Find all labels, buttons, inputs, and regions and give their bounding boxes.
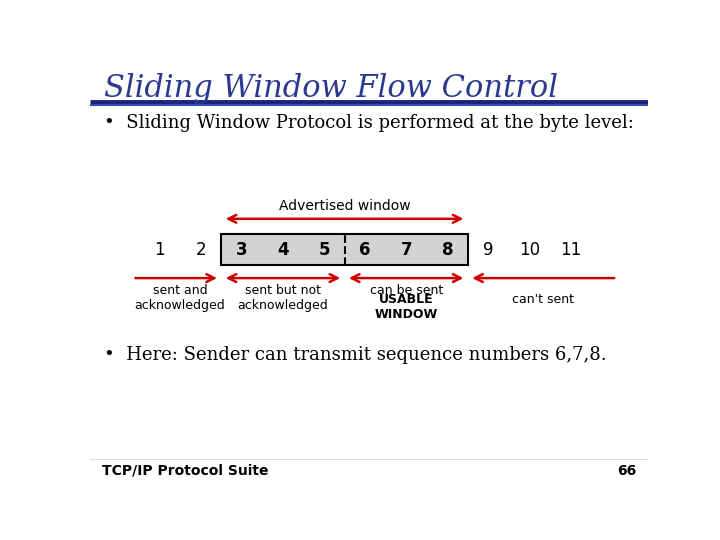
Text: •  Sliding Window Protocol is performed at the byte level:: • Sliding Window Protocol is performed a…: [104, 114, 634, 132]
Text: 66: 66: [617, 464, 636, 478]
Text: 1: 1: [154, 241, 165, 259]
Text: sent but not
acknowledged: sent but not acknowledged: [238, 284, 328, 312]
Text: 9: 9: [483, 241, 494, 259]
Text: Advertised window: Advertised window: [279, 199, 410, 213]
Text: 6: 6: [359, 241, 371, 259]
Text: Sliding Window Flow Control: Sliding Window Flow Control: [104, 72, 558, 104]
Text: 5: 5: [318, 241, 330, 259]
Text: 4: 4: [277, 241, 289, 259]
Text: 2: 2: [196, 241, 206, 259]
Bar: [221, 234, 468, 265]
Text: 8: 8: [441, 241, 453, 259]
Text: USABLE
WINDOW: USABLE WINDOW: [374, 294, 438, 321]
Text: TCP/IP Protocol Suite: TCP/IP Protocol Suite: [102, 464, 268, 478]
Text: 10: 10: [519, 241, 540, 259]
Text: 7: 7: [400, 241, 412, 259]
Text: can't sent: can't sent: [512, 294, 574, 307]
Text: can be sent: can be sent: [369, 284, 443, 297]
Text: 11: 11: [560, 241, 581, 259]
Text: sent and
acknowledged: sent and acknowledged: [135, 284, 225, 312]
Text: •  Here: Sender can transmit sequence numbers 6,7,8.: • Here: Sender can transmit sequence num…: [104, 346, 606, 364]
Text: 3: 3: [236, 241, 248, 259]
